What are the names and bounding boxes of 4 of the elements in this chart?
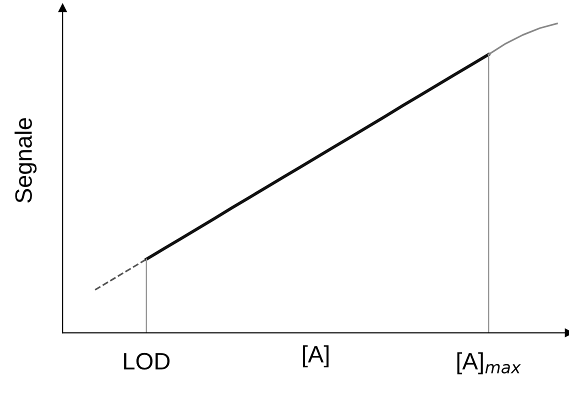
x-tick-label: [A]$_{max}$ [457,352,521,374]
x-tick-label: LOD [124,352,170,370]
y-axis-title: Segnale [14,118,37,203]
x-axis-title: [A] [303,345,329,368]
